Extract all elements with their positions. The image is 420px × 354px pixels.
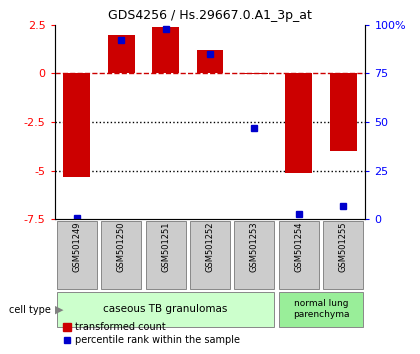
- FancyBboxPatch shape: [190, 221, 230, 289]
- Title: GDS4256 / Hs.29667.0.A1_3p_at: GDS4256 / Hs.29667.0.A1_3p_at: [108, 9, 312, 22]
- FancyBboxPatch shape: [101, 221, 141, 289]
- FancyBboxPatch shape: [57, 292, 274, 327]
- Text: caseous TB granulomas: caseous TB granulomas: [103, 304, 228, 314]
- Bar: [241, 73, 268, 74]
- FancyBboxPatch shape: [279, 221, 319, 289]
- Text: GSM501249: GSM501249: [72, 222, 81, 272]
- Bar: [197, 50, 223, 73]
- Bar: [286, 73, 312, 173]
- Text: GSM501250: GSM501250: [117, 222, 126, 272]
- Text: GSM501253: GSM501253: [250, 222, 259, 272]
- FancyBboxPatch shape: [323, 221, 363, 289]
- Text: GSM501255: GSM501255: [339, 222, 348, 272]
- Bar: [330, 73, 357, 152]
- Text: cell type: cell type: [8, 305, 50, 315]
- FancyBboxPatch shape: [234, 221, 274, 289]
- FancyBboxPatch shape: [57, 221, 97, 289]
- Legend: transformed count, percentile rank within the sample: transformed count, percentile rank withi…: [60, 319, 244, 349]
- Bar: [152, 27, 179, 73]
- Bar: [108, 34, 134, 73]
- Text: GSM501254: GSM501254: [294, 222, 303, 272]
- FancyBboxPatch shape: [146, 221, 186, 289]
- Bar: [63, 73, 90, 177]
- FancyBboxPatch shape: [279, 292, 363, 327]
- Text: GSM501251: GSM501251: [161, 222, 170, 272]
- Text: normal lung
parenchyma: normal lung parenchyma: [293, 299, 349, 319]
- Text: ▶: ▶: [55, 305, 63, 315]
- Text: GSM501252: GSM501252: [205, 222, 215, 272]
